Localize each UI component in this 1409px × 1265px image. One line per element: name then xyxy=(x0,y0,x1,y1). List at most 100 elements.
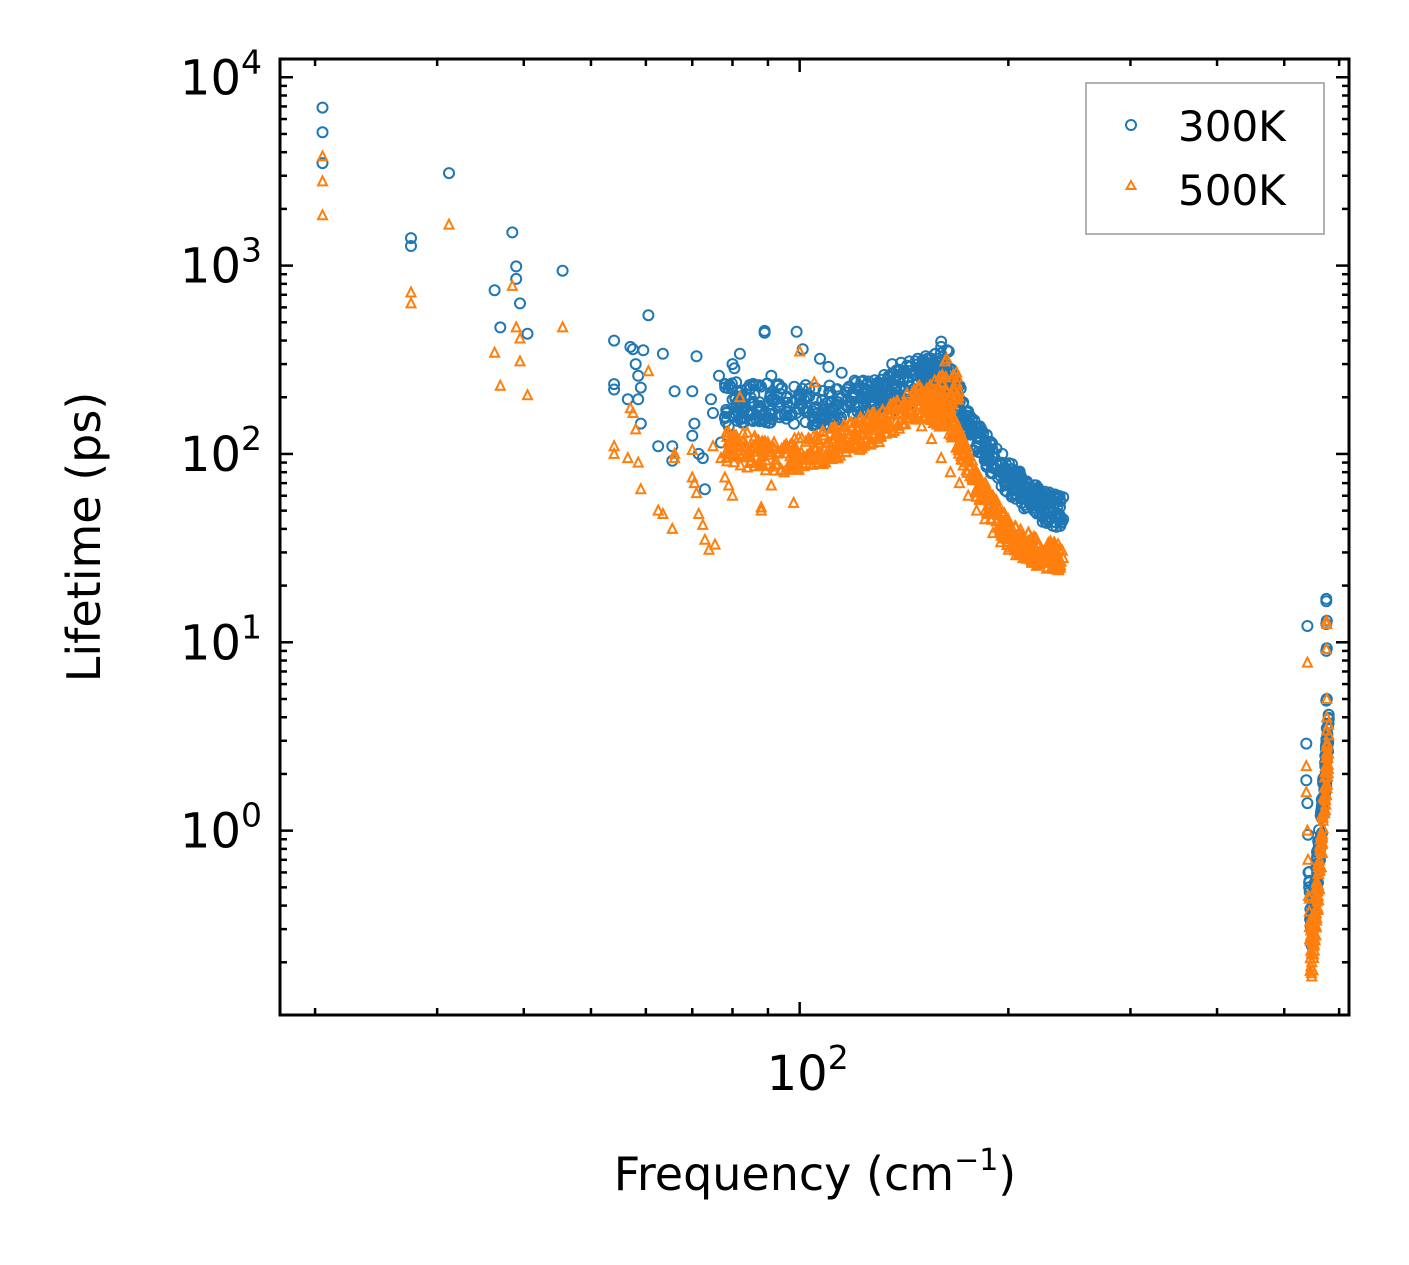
y-tick-exponent: 1 xyxy=(241,607,262,646)
point-500k xyxy=(621,450,634,464)
point-500k xyxy=(796,450,809,464)
point-500k xyxy=(1002,542,1015,555)
point-500k xyxy=(1316,845,1329,858)
point-500k xyxy=(967,466,980,479)
point-500k xyxy=(632,455,645,468)
point-500k xyxy=(1009,547,1022,561)
point-300k xyxy=(753,379,766,392)
point-500k xyxy=(843,427,856,440)
point-500k xyxy=(488,345,501,358)
point-500k xyxy=(1310,879,1323,892)
point-300k xyxy=(835,366,848,379)
x-tick-label: 102 xyxy=(767,1038,849,1102)
point-500k xyxy=(787,495,800,508)
point-500k xyxy=(994,534,1007,548)
point-500k xyxy=(1049,538,1062,551)
point-300k xyxy=(728,362,741,375)
point-500k xyxy=(1016,544,1030,557)
point-300k xyxy=(713,369,725,382)
point-500k xyxy=(692,506,705,519)
x-axis-label-close: ) xyxy=(998,1147,1016,1201)
point-300k xyxy=(772,396,785,408)
point-500k xyxy=(696,517,709,530)
point-500k xyxy=(1300,784,1313,798)
point-500k xyxy=(970,464,983,477)
point-500k xyxy=(939,369,953,383)
point-500k xyxy=(1042,539,1055,552)
point-500k xyxy=(978,512,992,525)
point-500k xyxy=(900,410,914,423)
point-300k xyxy=(911,352,924,365)
point-500k xyxy=(506,278,519,291)
point-300k xyxy=(1301,797,1314,810)
point-300k xyxy=(773,411,786,424)
point-300k xyxy=(698,483,711,496)
point-500k xyxy=(1016,550,1030,564)
point-500k xyxy=(1304,963,1317,976)
point-300k xyxy=(822,360,835,373)
point-300k xyxy=(903,355,916,368)
point-500k xyxy=(690,485,703,499)
point-500k xyxy=(907,407,921,421)
point-500k xyxy=(786,451,799,464)
point-500k xyxy=(494,378,507,391)
point-500k xyxy=(607,446,621,459)
point-500k xyxy=(1304,931,1318,944)
y-tick-base: 10 xyxy=(180,427,241,483)
point-300k xyxy=(829,383,842,396)
point-500k xyxy=(1309,891,1322,904)
point-300k xyxy=(1006,458,1018,471)
point-500k xyxy=(1040,555,1053,568)
point-500k xyxy=(1320,723,1333,736)
point-500k xyxy=(864,432,877,445)
point-500k xyxy=(316,208,329,221)
point-500k xyxy=(1322,761,1335,775)
point-500k xyxy=(1310,905,1323,919)
point-300k xyxy=(521,327,534,340)
point-300k xyxy=(835,392,848,405)
point-500k xyxy=(881,421,894,434)
point-500k xyxy=(404,296,418,309)
point-300k xyxy=(994,466,1007,479)
point-300k xyxy=(510,272,523,285)
point-500k xyxy=(722,425,735,438)
point-500k xyxy=(1030,555,1043,568)
point-500k xyxy=(1302,888,1315,901)
y-axis-label: Lifetime (ps) xyxy=(57,392,111,683)
x-tick-base: 10 xyxy=(767,1046,828,1102)
point-500k xyxy=(925,390,938,404)
point-500k xyxy=(874,428,888,441)
point-300k xyxy=(983,436,996,449)
point-300k xyxy=(666,440,679,453)
y-tick-base: 10 xyxy=(180,239,241,295)
point-500k xyxy=(957,446,971,459)
point-300k xyxy=(637,344,650,357)
point-300k xyxy=(801,406,814,418)
point-300k xyxy=(823,386,836,398)
point-500k xyxy=(915,419,928,432)
point-500k xyxy=(917,399,930,413)
point-500k xyxy=(826,431,840,444)
point-500k xyxy=(1054,560,1067,573)
y-tick-base: 10 xyxy=(180,50,241,106)
point-500k xyxy=(748,438,761,452)
point-500k xyxy=(961,465,974,478)
point-500k xyxy=(556,320,569,333)
point-300k xyxy=(999,457,1012,470)
point-500k xyxy=(1025,530,1038,544)
point-300k xyxy=(652,440,665,453)
point-500k xyxy=(874,424,887,437)
point-300k xyxy=(627,343,639,356)
x-tick-exponent: 2 xyxy=(828,1038,849,1077)
data-points xyxy=(316,101,1336,982)
point-300k xyxy=(707,407,719,419)
point-300k xyxy=(608,334,621,347)
point-500k xyxy=(848,428,861,441)
point-300k xyxy=(823,379,836,392)
point-300k xyxy=(733,347,746,360)
point-500k xyxy=(957,458,970,471)
point-500k xyxy=(1047,561,1060,574)
point-500k xyxy=(905,394,918,407)
point-500k xyxy=(942,426,956,439)
